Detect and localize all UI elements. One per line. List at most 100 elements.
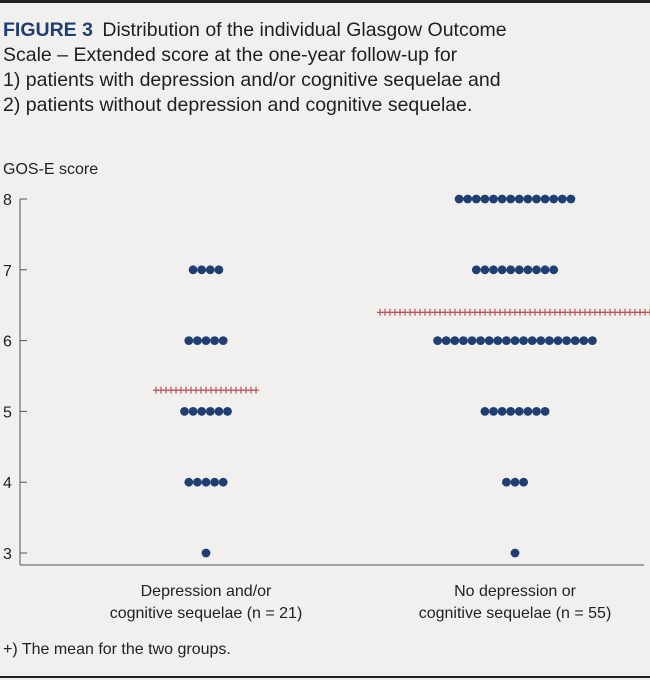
data-point (502, 477, 511, 487)
mean-marker (253, 386, 259, 394)
data-point (471, 265, 481, 275)
data-point (523, 194, 533, 204)
data-point (197, 265, 207, 275)
data-point (197, 407, 207, 416)
x-category-label: No depression or (454, 583, 577, 600)
data-point (540, 407, 550, 416)
data-point (433, 336, 442, 345)
data-point (519, 477, 528, 487)
data-point (506, 265, 516, 275)
data-point (566, 194, 576, 204)
data-point (514, 265, 524, 275)
data-point (514, 194, 524, 204)
y-tick-label: 7 (3, 263, 12, 280)
y-tick-label: 3 (3, 546, 12, 563)
data-point (493, 336, 503, 345)
data-point (454, 194, 464, 204)
y-axis-label: GOS-E score (3, 161, 98, 178)
data-point (527, 336, 537, 345)
data-point (532, 194, 541, 204)
data-point (480, 194, 490, 204)
figure-label: FIGURE 3 (3, 19, 93, 41)
data-point (193, 477, 202, 487)
y-tick-label: 4 (3, 475, 12, 492)
data-point (441, 336, 451, 345)
data-point (506, 194, 516, 204)
data-point (218, 336, 228, 345)
data-point (471, 194, 481, 204)
data-point (489, 265, 498, 275)
x-category-label: Depression and/or (141, 583, 272, 600)
x-category-label: cognitive sequelae (n = 21) (110, 605, 303, 622)
data-point (484, 336, 494, 345)
data-point (510, 548, 520, 558)
data-point (549, 265, 559, 275)
data-point (489, 407, 498, 416)
data-point (476, 336, 485, 345)
y-tick-label: 5 (3, 404, 12, 421)
data-point (588, 336, 597, 345)
data-point (188, 265, 198, 275)
data-point (480, 407, 490, 416)
data-point (545, 336, 554, 345)
caption-line-2: Scale – Extended score at the one-year f… (3, 44, 458, 66)
mean-marker (647, 308, 650, 316)
data-point (210, 477, 220, 487)
caption-line-3: 1) patients with depression and/or cogni… (3, 69, 501, 91)
data-point (459, 336, 468, 345)
data-point (506, 407, 516, 416)
data-point (201, 548, 211, 558)
data-point (201, 477, 211, 487)
data-point (218, 477, 228, 487)
data-point (549, 194, 559, 204)
data-point (450, 336, 460, 345)
y-tick-label: 6 (3, 334, 12, 351)
x-category-label: cognitive sequelae (n = 55) (419, 605, 612, 622)
caption-text-1: Distribution of the individual Glasgow O… (102, 19, 507, 41)
data-point (553, 336, 563, 345)
data-point (188, 407, 198, 416)
caption-line-1: FIGURE 3 Distribution of the individual … (3, 18, 643, 43)
data-point (214, 265, 224, 275)
data-point (540, 265, 550, 275)
data-point (214, 407, 224, 416)
data-point (205, 265, 215, 275)
data-point (514, 407, 524, 416)
data-point (570, 336, 580, 345)
data-point (497, 265, 507, 275)
data-point (557, 194, 567, 204)
data-point (193, 336, 202, 345)
data-point (536, 336, 546, 345)
data-point (532, 407, 541, 416)
dot-plot-chart: GOS-E score 3 4 5 6 7 8 Depression and/or cognit… (3, 161, 650, 622)
data-point (205, 407, 215, 416)
y-tick-label: 8 (3, 192, 12, 209)
data-point (497, 194, 507, 204)
data-point (467, 336, 477, 345)
bottom-rule (0, 676, 650, 678)
data-point (523, 265, 533, 275)
data-point (540, 194, 550, 204)
data-point (523, 407, 533, 416)
data-point (519, 336, 528, 345)
data-point (489, 194, 498, 204)
data-point (510, 336, 520, 345)
data-point (579, 336, 589, 345)
top-rule (0, 0, 650, 3)
data-point (210, 336, 220, 345)
caption-line-4: 2) patients without depression and cogni… (3, 94, 473, 116)
data-point (184, 477, 194, 487)
mean-footnote: +) The mean for the two groups. (3, 641, 231, 658)
data-point (510, 477, 520, 487)
data-point (480, 265, 490, 275)
data-point (502, 336, 511, 345)
data-point (463, 194, 473, 204)
data-point (201, 336, 211, 345)
data-point (180, 407, 189, 416)
data-point (184, 336, 194, 345)
data-point (532, 265, 541, 275)
data-point (562, 336, 571, 345)
data-point (223, 407, 232, 416)
figure-caption: FIGURE 3 Distribution of the individual … (3, 18, 643, 118)
data-point (497, 407, 507, 416)
